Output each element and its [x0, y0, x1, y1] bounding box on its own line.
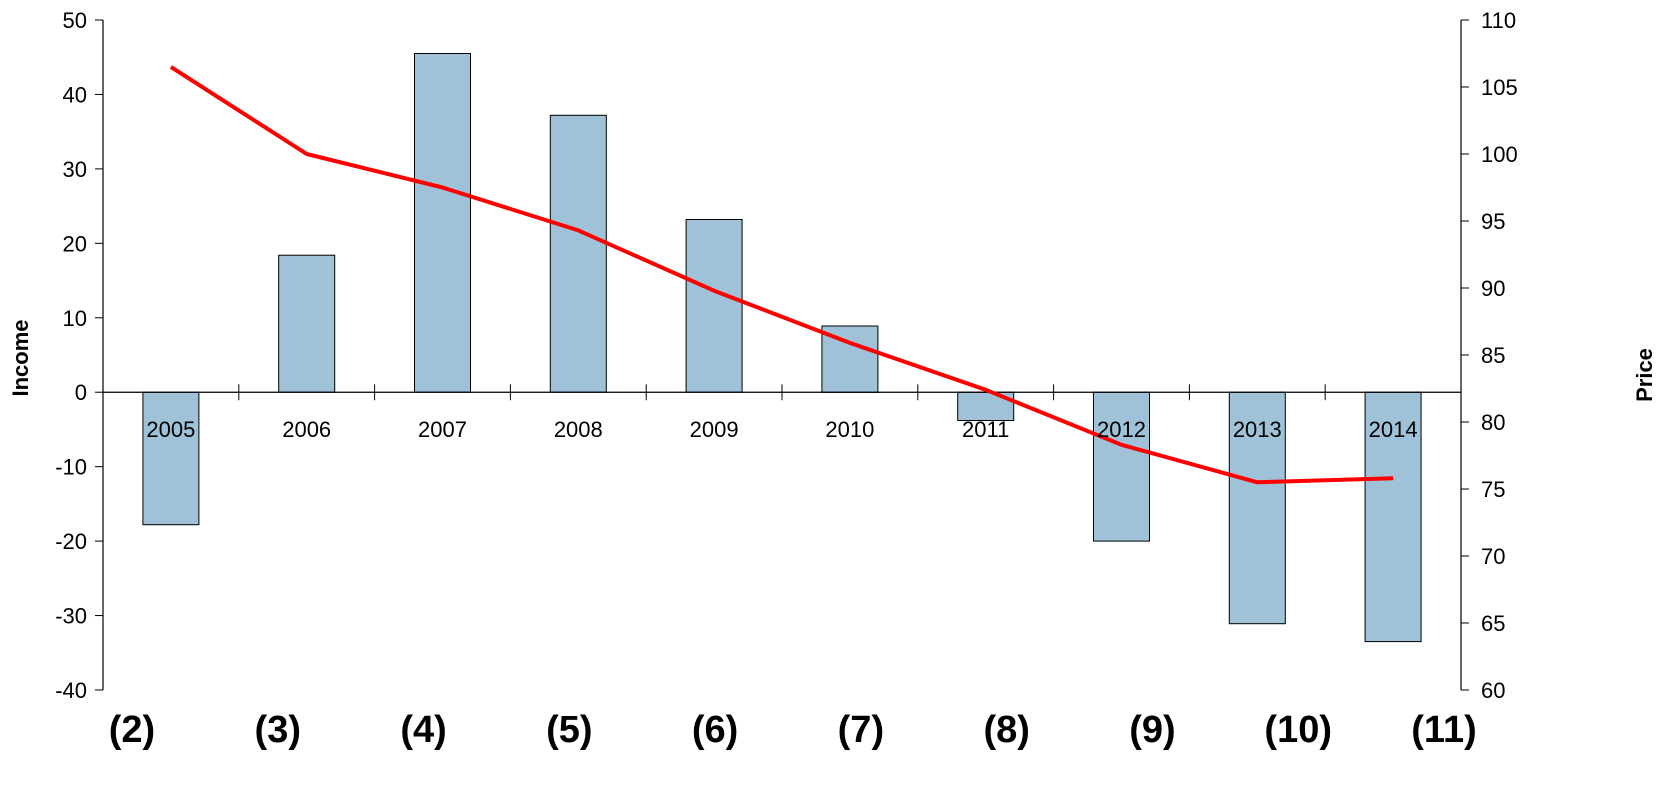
bottom-label: (11)	[1411, 709, 1476, 751]
y-tick-label: 40	[63, 82, 87, 107]
y-tick-label: 30	[63, 157, 87, 182]
y2-tick-label: 85	[1481, 343, 1505, 368]
bar-2008	[549, 114, 607, 393]
price-line	[169, 65, 1394, 485]
x-tick-label: 2012	[1097, 417, 1146, 442]
bottom-label: (3)	[255, 709, 301, 751]
x-tick-label: 2009	[690, 417, 739, 442]
y2-tick-label: 60	[1481, 678, 1505, 703]
bottom-label: (10)	[1264, 709, 1332, 751]
x-tick-label: 2010	[825, 417, 874, 442]
y2-tick-label: 110	[1481, 8, 1516, 33]
bottom-label: (9)	[1129, 709, 1175, 751]
y2-tick-label: 105	[1481, 75, 1518, 100]
y-tick-label: -10	[55, 455, 87, 480]
labels-layer: 2005 2006 2007 2008 2009 2010 2011 2012 2013 2014…	[109, 417, 1477, 751]
x-tick-label: 2008	[554, 417, 603, 442]
y-axis-title: Income	[8, 319, 33, 396]
y-tick-label: -30	[55, 604, 87, 629]
y2-tick-label: 95	[1481, 209, 1505, 234]
x-tick-label: 2005	[146, 417, 195, 442]
bar-2005	[142, 391, 200, 526]
y2-tick-label: 100	[1481, 142, 1518, 167]
bottom-label: (5)	[546, 709, 592, 751]
y2-tick-label: 90	[1481, 276, 1505, 301]
y-tick-label: 10	[63, 306, 87, 331]
axes-layer: 50403020100-10-20-30-4011010510095908580…	[55, 8, 1518, 703]
y2-tick-label: 70	[1481, 544, 1505, 569]
bottom-label: (7)	[838, 709, 884, 751]
y-tick-label: -40	[55, 678, 87, 703]
bottom-label: (2)	[109, 709, 155, 751]
y-tick-label: 50	[63, 8, 87, 33]
y-tick-label: -20	[55, 529, 87, 554]
y-tick-label: 0	[75, 380, 87, 405]
x-tick-label: 2011	[962, 417, 1009, 442]
bar-2006	[278, 254, 336, 393]
bars-layer	[142, 53, 1422, 643]
bar-2007	[414, 53, 471, 393]
bar-2012	[1093, 391, 1150, 542]
y2-tick-label: 75	[1481, 477, 1505, 502]
bottom-label: (4)	[400, 709, 446, 751]
bottom-label: (8)	[983, 709, 1029, 751]
y2-tick-label: 65	[1481, 611, 1505, 636]
bottom-label: (6)	[692, 709, 738, 751]
line-layer	[169, 65, 1394, 485]
y2-tick-label: 80	[1481, 410, 1505, 435]
y2-axis-title: Price	[1632, 348, 1657, 402]
y-tick-label: 20	[63, 231, 87, 256]
x-tick-label: 2014	[1369, 417, 1418, 442]
x-tick-label: 2007	[418, 417, 467, 442]
bar-2014	[1364, 391, 1422, 643]
x-tick-label: 2006	[282, 417, 331, 442]
x-tick-label: 2013	[1233, 417, 1282, 442]
bar-2009	[685, 219, 743, 393]
